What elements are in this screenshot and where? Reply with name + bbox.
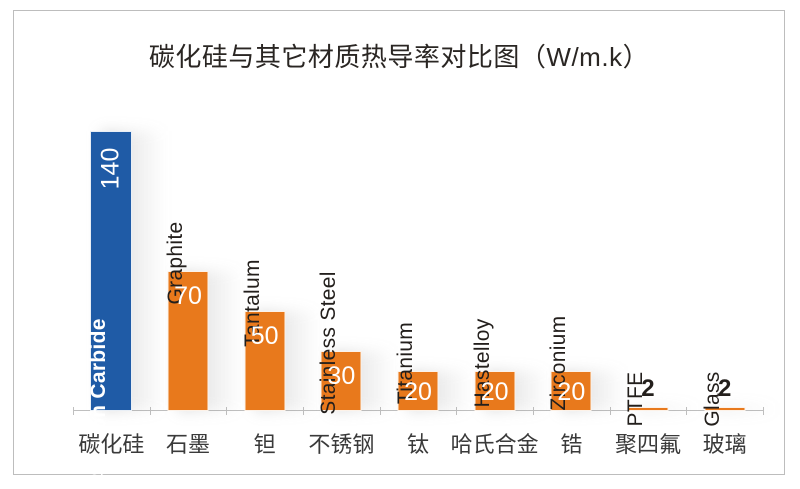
bar-titanium[interactable] <box>397 371 439 411</box>
category-label: 石墨 <box>165 432 210 457</box>
bar-value-label: 50 <box>250 322 279 350</box>
bar-graphite[interactable] <box>167 271 209 411</box>
x-axis-tick <box>226 407 228 415</box>
category-label: 碳化硅 <box>78 432 145 457</box>
x-axis-tick <box>456 407 458 415</box>
bar-value-label: 2 <box>641 375 655 402</box>
bar-value-label: 30 <box>327 362 356 390</box>
bar-hastelloy[interactable] <box>474 371 516 411</box>
x-axis-tick <box>73 407 74 415</box>
x-axis-tick <box>533 407 534 415</box>
category-label: 钽 <box>253 432 276 457</box>
x-axis-tick <box>763 407 764 415</box>
category-label: 聚四氟 <box>614 432 681 457</box>
bar-group[interactable]: Glass 2 <box>686 111 779 427</box>
x-axis-tick <box>379 407 381 415</box>
bar-value-label: 2 <box>717 375 732 402</box>
bar-group[interactable]: PTFE 2 <box>610 111 702 426</box>
bar-silicon-carbide[interactable] <box>90 131 133 411</box>
bar-value-label: 20 <box>404 378 432 406</box>
category-label: 不锈钢 <box>308 432 375 457</box>
bar-value-label: 20 <box>480 378 509 406</box>
bar-value-label: 20 <box>557 378 586 406</box>
x-axis-tick <box>303 407 304 415</box>
category-label: 钛 <box>406 432 429 457</box>
bar-ptfe[interactable] <box>627 407 669 411</box>
bar-group[interactable]: Zirconium 20 <box>533 111 626 411</box>
bar-group[interactable]: Hastelloy 20 <box>456 111 549 411</box>
x-axis-tick <box>609 407 611 415</box>
bar-group[interactable]: Stainless Steel 30 <box>303 111 396 415</box>
bar-group[interactable]: Silicon Carbide 140 <box>73 111 166 476</box>
bar-group[interactable]: Titanium 20 <box>380 111 472 411</box>
chart-frame: 碳化硅与其它材质热导率对比图（W/m.k） Silicon Carbide 140… <box>13 10 785 476</box>
bar-group[interactable]: Tantalum 50 <box>226 111 319 411</box>
bar-glass[interactable] <box>704 407 746 411</box>
x-axis-tick <box>149 407 151 415</box>
category-label: 哈氏合金 <box>450 432 539 457</box>
chart-title: 碳化硅与其它材质热导率对比图（W/m.k） <box>148 42 650 72</box>
plot-area: Silicon Carbide 140 Graphite 70 Tantalum 50 St… <box>73 111 779 476</box>
bar-group[interactable]: Graphite 70 <box>150 111 242 411</box>
bar-value-label: 140 <box>96 147 125 190</box>
category-label: 锆 <box>560 432 583 457</box>
bar-value-label: 70 <box>174 282 202 310</box>
bar-label-stainless-steel: Stainless Steel <box>317 271 341 415</box>
bar-tantalum[interactable] <box>244 311 286 411</box>
bar-zirconium[interactable] <box>550 371 592 411</box>
bar-stainless-steel[interactable] <box>320 351 362 411</box>
category-label: 玻璃 <box>702 432 747 457</box>
x-axis-tick <box>686 407 688 415</box>
